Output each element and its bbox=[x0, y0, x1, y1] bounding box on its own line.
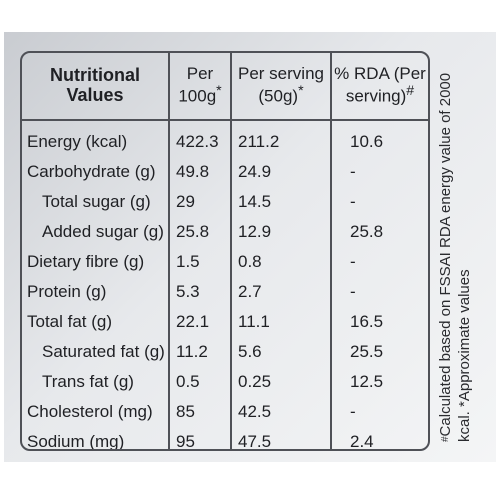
value-per-serving: 0.8 bbox=[230, 247, 331, 277]
nutrient-name: Carbohydrate (g) bbox=[27, 161, 156, 181]
table-row: Sodium (mg) 95 47.5 2.4 bbox=[22, 427, 428, 451]
value-per-100g: 22.1 bbox=[168, 307, 231, 337]
header-nutritional-values: Nutritional Values bbox=[22, 53, 169, 121]
value-per-100g: 29 bbox=[168, 187, 231, 217]
nutrient-name: Cholesterol (mg) bbox=[27, 401, 153, 421]
value-rda: 2.4 bbox=[330, 427, 428, 449]
nutrient-name: Dietary fibre (g) bbox=[27, 251, 145, 271]
footnote-mark: # bbox=[440, 436, 451, 442]
value-per-serving: 42.5 bbox=[230, 397, 331, 427]
table-row: Dietary fibre (g) 1.5 0.8 - bbox=[22, 247, 428, 277]
table-row: Trans fat (g) 0.5 0.25 12.5 bbox=[22, 367, 428, 397]
table-row: Saturated fat (g) 11.2 5.6 25.5 bbox=[22, 337, 428, 367]
value-per-100g: 1.5 bbox=[168, 247, 231, 277]
value-rda: - bbox=[330, 277, 428, 307]
nutrient-name: Energy (kcal) bbox=[27, 131, 128, 151]
table-row: Protein (g) 5.3 2.7 - bbox=[22, 277, 428, 307]
value-per-serving: 5.6 bbox=[230, 337, 331, 367]
value-per-100g: 25.8 bbox=[168, 217, 231, 247]
table-row: Added sugar (g) 25.8 12.9 25.8 bbox=[22, 217, 428, 247]
nutrient-name: Saturated fat (g) bbox=[42, 341, 165, 361]
value-rda: 12.5 bbox=[330, 367, 428, 397]
value-rda: 25.5 bbox=[330, 337, 428, 367]
value-per-serving: 24.9 bbox=[230, 157, 331, 187]
nutrient-name: Sodium (mg) bbox=[27, 431, 125, 451]
value-rda: 25.8 bbox=[330, 217, 428, 247]
value-per-serving: 12.9 bbox=[230, 217, 331, 247]
header-rda: % RDA (Per serving)# bbox=[330, 53, 428, 121]
value-per-100g: 5.3 bbox=[168, 277, 231, 307]
value-rda: 16.5 bbox=[330, 307, 428, 337]
nutrient-name: Total fat (g) bbox=[27, 311, 113, 331]
table-row: Total fat (g) 22.1 11.1 16.5 bbox=[22, 307, 428, 337]
nutrition-table-box: Nutritional Values Per 100g* Per serving… bbox=[20, 51, 430, 451]
footnote-text: Calculated based on FSSAI RDA energy val… bbox=[437, 72, 473, 442]
value-per-100g: 422.3 bbox=[168, 120, 231, 157]
value-rda: - bbox=[330, 397, 428, 427]
value-per-serving: 14.5 bbox=[230, 187, 331, 217]
value-per-100g: 0.5 bbox=[168, 367, 231, 397]
table-row: Total sugar (g) 29 14.5 - bbox=[22, 187, 428, 217]
value-per-100g: 85 bbox=[168, 397, 231, 427]
value-per-100g: 95 bbox=[168, 427, 231, 449]
footnote: #Calculated based on FSSAI RDA energy va… bbox=[436, 62, 474, 442]
header-per-serving: Per serving (50g)* bbox=[230, 53, 331, 121]
value-per-100g: 49.8 bbox=[168, 157, 231, 187]
value-per-serving: 0.25 bbox=[230, 367, 331, 397]
value-rda: - bbox=[330, 187, 428, 217]
value-per-serving: 2.7 bbox=[230, 277, 331, 307]
value-rda: 10.6 bbox=[330, 120, 428, 157]
value-per-serving: 47.5 bbox=[230, 427, 331, 449]
value-per-serving: 211.2 bbox=[230, 120, 331, 157]
nutrient-name: Protein (g) bbox=[27, 281, 107, 301]
nutrient-name: Added sugar (g) bbox=[42, 221, 164, 241]
value-rda: - bbox=[330, 247, 428, 277]
nutrient-name: Total sugar (g) bbox=[42, 191, 151, 211]
table-row: Energy (kcal) 422.3 211.2 10.6 bbox=[22, 120, 428, 157]
value-per-serving: 11.1 bbox=[230, 307, 331, 337]
table-header-row: Nutritional Values Per 100g* Per serving… bbox=[22, 53, 428, 121]
value-per-100g: 11.2 bbox=[168, 337, 231, 367]
nutrient-name: Trans fat (g) bbox=[42, 371, 134, 391]
header-per-100g: Per 100g* bbox=[168, 53, 231, 121]
table-row: Carbohydrate (g) 49.8 24.9 - bbox=[22, 157, 428, 187]
table-row: Cholesterol (mg) 85 42.5 - bbox=[22, 397, 428, 427]
nutrition-table: Nutritional Values Per 100g* Per serving… bbox=[22, 53, 428, 451]
value-rda: - bbox=[330, 157, 428, 187]
